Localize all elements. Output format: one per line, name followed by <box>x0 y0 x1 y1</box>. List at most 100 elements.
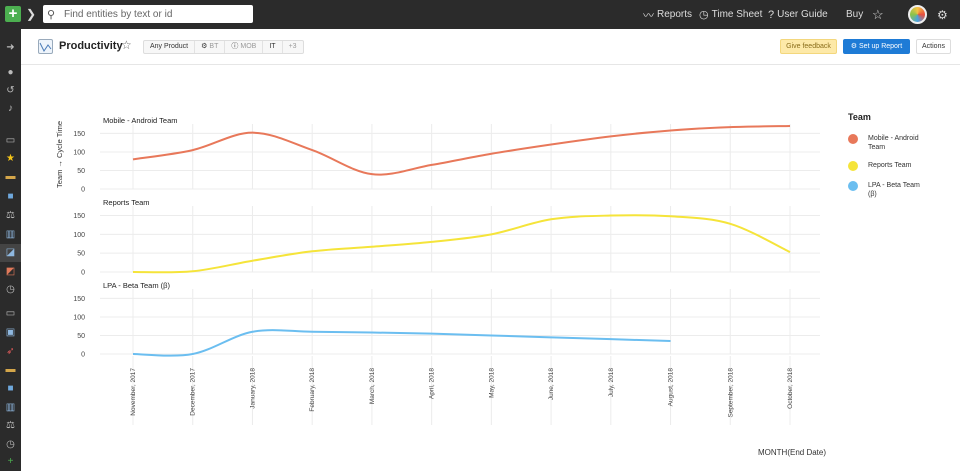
nav-buy-label: Buy <box>846 9 864 20</box>
y-tick-label: 50 <box>77 168 85 175</box>
legend-label: Reports Team <box>868 162 912 169</box>
legend-title: Team <box>848 112 871 122</box>
y-tick-label: 50 <box>77 251 85 258</box>
set-up-report-button[interactable]: ⚙ Set up Report <box>843 39 910 54</box>
hat-icon[interactable]: ▬ <box>5 364 16 375</box>
y-tick-label: 50 <box>77 333 85 340</box>
filter-it[interactable]: IT <box>263 41 283 53</box>
report-type-icon <box>38 39 53 54</box>
panel-title: LPA - Beta Team (β) <box>103 281 170 290</box>
y-tick-label: 100 <box>73 232 85 239</box>
actions-button[interactable]: Actions <box>916 39 951 54</box>
search-icon: ⚲ <box>47 8 56 21</box>
sidebar-active-highlight <box>0 244 21 262</box>
trend-chart-icon[interactable]: ◩ <box>5 266 16 277</box>
folder-icon[interactable]: ▭ <box>5 135 16 146</box>
rocket-icon[interactable]: ➶ <box>6 346 15 357</box>
legend-item[interactable]: Reports Team <box>848 161 928 171</box>
y-tick-label: 150 <box>73 131 85 138</box>
board-icon[interactable]: ■ <box>7 383 14 394</box>
folder-icon[interactable]: ▭ <box>5 308 16 319</box>
filter-more[interactable]: +3 <box>288 43 297 50</box>
search-input[interactable] <box>64 8 249 20</box>
nav-time-sheet-label: Time Sheet <box>711 9 763 20</box>
scale-icon[interactable]: ⚖ <box>6 420 15 431</box>
expand-sidebar-icon[interactable]: ❯ <box>25 7 37 21</box>
top-bar: + ❯ ⚲ 〰 Reports ◷ Time Sheet ? User Guid… <box>0 0 960 29</box>
bell-icon[interactable]: ♪ <box>8 103 13 114</box>
filter-bar[interactable]: Any Product ⚙ BT ⓘ MOB IT +3 <box>143 40 304 54</box>
x-tick-label: March, 2018 <box>369 368 376 405</box>
y-tick-label: 150 <box>73 213 85 220</box>
project-icon: ⓘ <box>231 43 239 50</box>
legend-label: LPA - Beta Team (β) <box>868 182 920 198</box>
panel-title: Reports Team <box>103 198 150 207</box>
help-icon: ? <box>768 8 775 21</box>
nav-reports[interactable]: 〰 Reports <box>643 0 692 29</box>
y-tick-label: 100 <box>73 314 85 321</box>
user-icon[interactable]: ● <box>7 67 14 78</box>
legend-label: Mobile - Android Team <box>868 135 919 151</box>
hat-icon[interactable]: ▬ <box>5 171 16 182</box>
clock-icon: ◷ <box>699 9 709 21</box>
line-chart-icon[interactable]: ◪ <box>5 247 16 258</box>
legend-swatch <box>848 161 858 171</box>
bar-chart-icon[interactable]: ▥ <box>5 229 16 240</box>
x-tick-label: January, 2018 <box>249 368 256 409</box>
filter-product[interactable]: Any Product <box>144 41 196 53</box>
avatar[interactable] <box>908 5 927 24</box>
x-tick-label: May, 2018 <box>488 368 495 398</box>
report-header: Productivity ☆ Any Product ⚙ BT ⓘ MOB IT +… <box>21 29 960 65</box>
reports-icon: 〰 <box>643 9 654 22</box>
bar-chart-icon[interactable]: ▥ <box>5 402 16 413</box>
panel-title: Mobile - Android Team <box>103 116 177 125</box>
y-axis-label: Team → Cycle Time <box>55 121 64 188</box>
plus-icon[interactable]: + <box>7 456 14 467</box>
give-feedback-button[interactable]: Give feedback <box>780 39 837 54</box>
nav-reports-label: Reports <box>657 9 693 20</box>
nav-user-guide-label: User Guide <box>777 9 828 20</box>
left-sidebar: ➜ ● ↺ ♪ ▭ ★ ▬ ■ ⚖ ▥ ◪ ◩ ◷ ▭ ▣ ➶ ▬ ■ ▥ ⚖ … <box>0 29 21 471</box>
server-icon[interactable]: ▣ <box>5 327 16 338</box>
filter-mob[interactable]: ⓘ MOB <box>225 41 264 53</box>
history-icon[interactable]: ↺ <box>6 85 15 96</box>
legend-item[interactable]: LPA - Beta Team (β) <box>848 181 928 199</box>
y-tick-label: 150 <box>73 296 85 303</box>
legend-item[interactable]: Mobile - Android Team <box>848 134 928 152</box>
search-box[interactable]: ⚲ <box>43 5 253 23</box>
x-tick-label: February, 2018 <box>309 368 316 412</box>
create-button[interactable]: + <box>5 6 21 22</box>
filter-bt[interactable]: ⚙ BT <box>195 41 226 53</box>
x-tick-label: August, 2018 <box>668 368 675 407</box>
legend-swatch <box>848 134 858 144</box>
nav-time-sheet[interactable]: ◷ Time Sheet <box>699 0 762 29</box>
clock-icon[interactable]: ◷ <box>6 284 15 295</box>
series-line <box>132 214 791 274</box>
page-title: Productivity <box>59 40 123 52</box>
x-tick-label: September, 2018 <box>727 368 734 418</box>
star-icon[interactable]: ★ <box>6 153 15 164</box>
legend-swatch <box>848 181 858 191</box>
x-tick-label: November, 2017 <box>130 368 137 416</box>
project-icon: ⚙ <box>201 43 208 50</box>
clock-icon[interactable]: ◷ <box>6 439 15 450</box>
x-tick-label: December, 2017 <box>190 368 197 416</box>
board-icon[interactable]: ■ <box>7 191 14 202</box>
arrow-right-icon[interactable]: ➜ <box>6 42 15 53</box>
x-tick-label: October, 2018 <box>787 368 794 409</box>
x-tick-label: July, 2018 <box>608 368 615 398</box>
y-tick-label: 0 <box>81 270 85 277</box>
x-tick-label: April, 2018 <box>429 368 436 399</box>
series-line <box>132 125 791 176</box>
filter-bt-label: BT <box>209 43 219 50</box>
scale-icon[interactable]: ⚖ <box>6 210 15 221</box>
series-line <box>132 329 671 357</box>
favorites-star-icon[interactable]: ☆ <box>872 6 884 22</box>
y-tick-label: 0 <box>81 352 85 359</box>
nav-buy[interactable]: Buy <box>846 0 863 29</box>
nav-user-guide[interactable]: ? User Guide <box>768 0 828 29</box>
x-axis-title: MONTH(End Date) <box>758 448 827 457</box>
settings-sliders-icon[interactable]: ⚙ <box>937 7 948 22</box>
favorite-star-icon[interactable]: ☆ <box>121 38 132 52</box>
